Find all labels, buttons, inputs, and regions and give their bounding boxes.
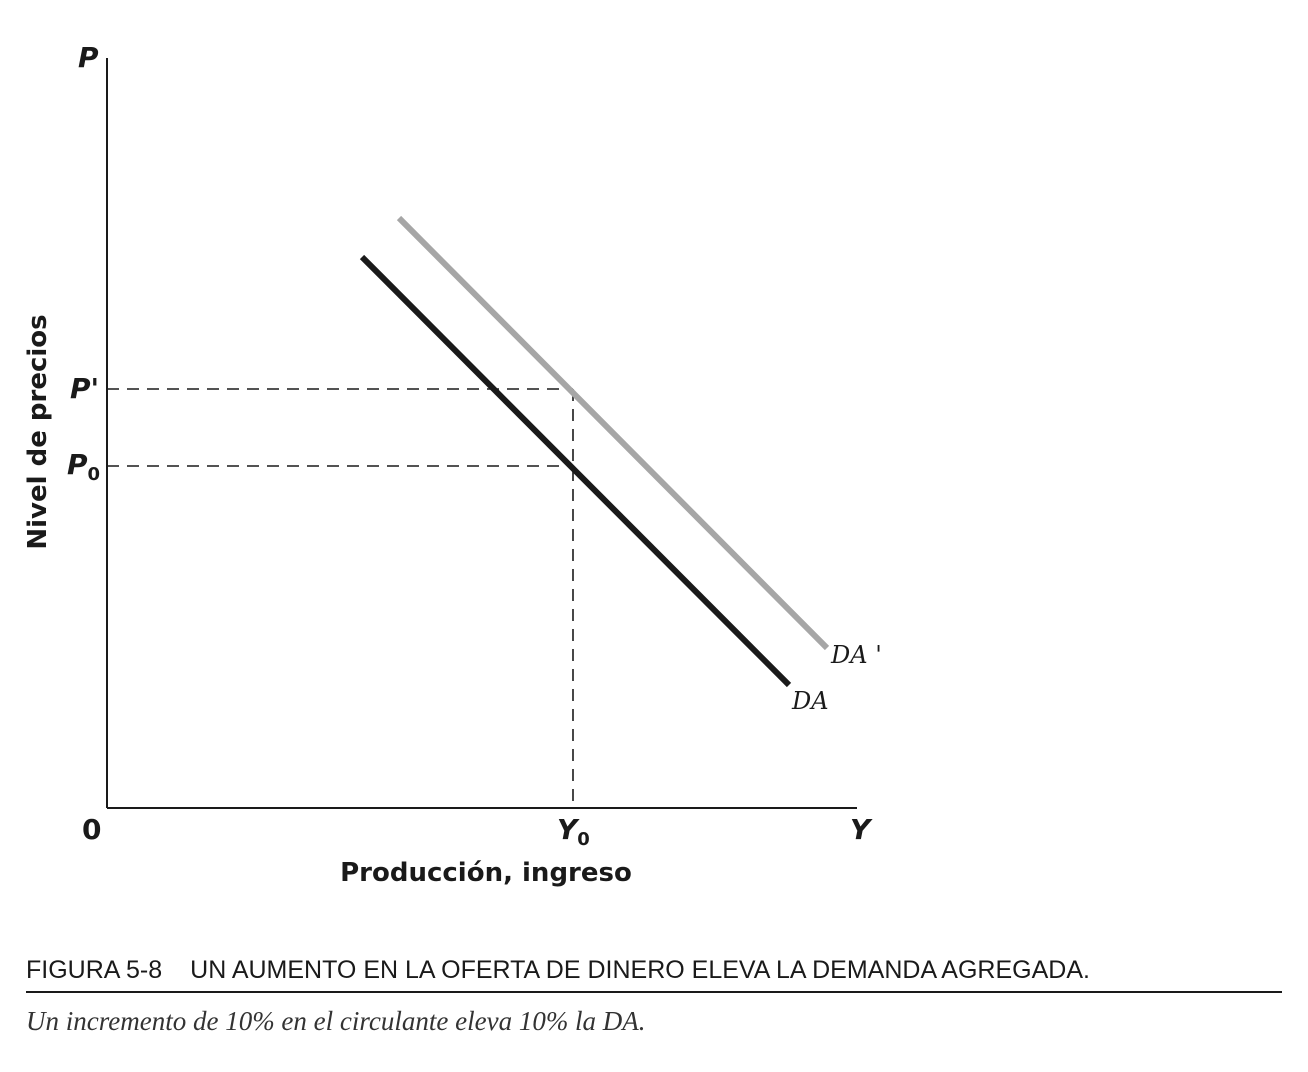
y-axis-letter: P — [78, 41, 99, 74]
figure-caption-text: Un incremento de 10% en el circulante el… — [26, 1006, 646, 1036]
figure-title: UN AUMENTO EN LA OFERTA DE DINERO ELEVA … — [190, 956, 1090, 984]
figure-number: FIGURA 5-8 — [26, 956, 163, 984]
tick-label-p-prime: P' — [70, 372, 99, 405]
x-axis-letter: Y — [850, 813, 873, 846]
tick-label-p0: P0 — [67, 448, 100, 485]
origin-label: 0 — [82, 813, 101, 846]
figure-caption-title: FIGURA 5-8 UN AUMENTO EN LA OFERTA DE DIN… — [26, 956, 1282, 993]
y-axis-title: Nivel de precios — [23, 314, 53, 549]
curve-da — [359, 254, 792, 688]
curve-label-da: DA — [791, 687, 829, 715]
curve-label-da-prime: DA ' — [830, 641, 882, 669]
curve-da-prime — [396, 215, 830, 651]
aggregate-demand-diagram: P Y 0 P' P0 Y0 DA ' DA Producción, ingre… — [23, 41, 882, 888]
tick-label-y0: Y0 — [557, 813, 590, 850]
x-axis-title: Producción, ingreso — [340, 858, 632, 888]
